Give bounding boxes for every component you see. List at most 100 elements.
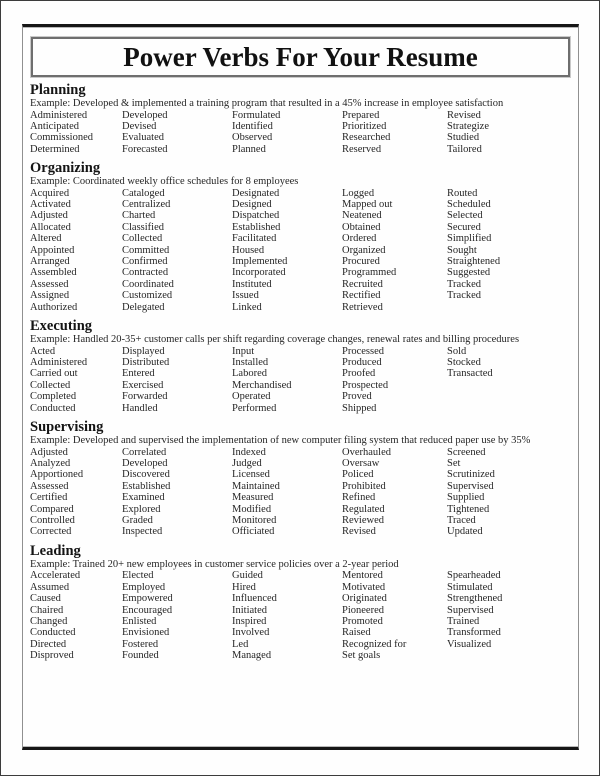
verb-cell: Issued: [232, 290, 259, 302]
verb-cell: Developed: [122, 457, 168, 469]
verb-cell: Strategize: [447, 120, 489, 132]
verb-cell: Indexed: [232, 446, 266, 458]
verb-cell: Collected: [30, 379, 71, 391]
verb-cell: Researched: [342, 132, 391, 144]
verb-row: Conducted Handled Performed Shipped: [30, 403, 571, 414]
verb-cell: Initiated: [232, 604, 267, 616]
verb-cell: Planned: [232, 143, 266, 155]
verb-cell: Mentored: [342, 570, 383, 582]
verb-cell: Proofed: [342, 368, 376, 380]
section-example-organizing: Example: Coordinated weekly office sched…: [30, 176, 299, 188]
verb-cell: Merchandised: [232, 379, 292, 391]
verb-cell: Promoted: [342, 615, 383, 627]
verb-cell: Supervised: [447, 604, 494, 616]
page-title-box: Power Verbs For Your Resume: [31, 37, 570, 77]
section-organizing: Organizing Example: Coordinated weekly of…: [30, 160, 571, 313]
verb-cell: Neatened: [342, 210, 382, 222]
verb-cell: Revised: [447, 109, 481, 121]
verb-cell: Visualized: [447, 638, 492, 650]
verb-cell: Labored: [232, 368, 267, 380]
verb-cell: Policed: [342, 469, 374, 481]
verb-cell: Tracked: [447, 278, 482, 290]
verb-row: Caused Empowered Influenced Originated Stren…: [30, 593, 571, 604]
verb-cell: Tailored: [447, 143, 482, 155]
verb-cell: Assembled: [30, 267, 77, 279]
verb-cell: Oversaw: [342, 457, 380, 469]
verb-cell: Rectified: [342, 290, 381, 302]
verb-row: Acquired Cataloged Designated Logged Routed: [30, 188, 571, 199]
verb-row: Assessed Coordinated Instituted Recruited Tr…: [30, 279, 571, 290]
verb-cell: Traced: [447, 514, 476, 526]
verb-cell: Supplied: [447, 492, 485, 504]
verb-row: Collected Exercised Merchandised Prospected: [30, 380, 571, 391]
verb-cell: Guided: [232, 570, 263, 582]
verb-cell: Empowered: [122, 593, 173, 605]
verb-cell: Strengthened: [447, 593, 503, 605]
verb-cell: Led: [232, 638, 249, 650]
verb-row: Altered Collected Facilitated Ordered Simpli…: [30, 233, 571, 244]
verb-cell: Forwarded: [122, 391, 168, 403]
verb-cell: Involved: [232, 627, 270, 639]
verb-cell: Customized: [122, 290, 173, 302]
verb-cell: Inspected: [122, 526, 163, 538]
verb-cell: Trained: [447, 615, 480, 627]
verb-cell: Housed: [232, 244, 265, 256]
section-executing: Executing Example: Handled 20-35+ custome…: [30, 318, 571, 414]
verb-row: Activated Centralized Designed Mapped out Sc…: [30, 199, 571, 210]
verb-cell: Devised: [122, 120, 157, 132]
verb-cell: Recruited: [342, 278, 383, 290]
verb-cell: [447, 380, 571, 391]
verb-cell: Ordered: [342, 233, 377, 245]
content-frame: Power Verbs For Your Resume Planning Exam…: [22, 24, 579, 750]
verb-cell: [447, 391, 571, 402]
verb-cell: Forecasted: [122, 143, 168, 155]
verb-cell: Installed: [232, 357, 269, 368]
verb-cell: Carried out: [30, 368, 78, 380]
verb-row: Directed Fostered Led Recognized for Visuali…: [30, 639, 571, 650]
verb-cell: Retrieved: [342, 301, 383, 313]
verb-row: Commissioned Evaluated Observed Researched S…: [30, 132, 571, 143]
verb-row: Chaired Encouraged Initiated Pioneered Super…: [30, 605, 571, 616]
verb-row: Adjusted Charted Dispatched Neatened Selecte…: [30, 210, 571, 221]
verb-cell: Determined: [30, 143, 80, 155]
page-title: Power Verbs For Your Resume: [123, 42, 478, 72]
verb-row: Assigned Customized Issued Rectified Tracked: [30, 290, 571, 301]
verb-cell: Displayed: [122, 345, 165, 357]
verb-cell: Logged: [342, 187, 375, 199]
section-example-supervising: Example: Developed and supervised the im…: [30, 435, 531, 447]
verb-cell: Linked: [232, 301, 262, 313]
verb-cell: Entered: [122, 368, 155, 380]
verb-cell: Analyzed: [30, 457, 71, 469]
verb-cell: Classified: [122, 221, 164, 233]
verb-cell: Altered: [30, 233, 62, 245]
verb-cell: Maintained: [232, 480, 280, 492]
verb-cell: Arranged: [30, 256, 70, 268]
verb-cell: Handled: [122, 402, 158, 414]
section-example-executing: Example: Handled 20-35+ customer calls p…: [30, 334, 520, 346]
verb-cell: Appointed: [30, 244, 75, 256]
verb-cell: Delegated: [122, 301, 165, 313]
verb-cell: Reserved: [342, 143, 382, 155]
verb-cell: Distributed: [122, 357, 170, 368]
verb-cell: Judged: [232, 457, 262, 469]
verb-cell: Completed: [30, 391, 77, 403]
verb-row: Apportioned Discovered Licensed Policed Scru…: [30, 469, 571, 480]
verb-cell: Scrutinized: [447, 469, 495, 481]
verb-cell: Spearheaded: [447, 570, 501, 582]
verb-cell: Assigned: [30, 290, 70, 302]
verb-cell: Correlated: [122, 446, 167, 458]
verb-cell: Stocked: [447, 357, 481, 368]
verb-cell: Assessed: [30, 278, 69, 290]
verb-cell: Implemented: [232, 256, 288, 268]
verb-cell: Refined: [342, 492, 376, 504]
verb-cell: Allocated: [30, 221, 71, 233]
verb-cell: Employed: [122, 581, 166, 593]
verb-cell: Assumed: [30, 581, 70, 593]
verb-row: Acted Displayed Input Processed Sold: [30, 346, 571, 357]
verb-cell: Compared: [30, 503, 74, 515]
verb-cell: Committed: [122, 244, 170, 256]
verb-cell: Incorporated: [232, 267, 286, 279]
verb-cell: Suggested: [447, 267, 491, 279]
verb-cell: Apportioned: [30, 469, 84, 481]
